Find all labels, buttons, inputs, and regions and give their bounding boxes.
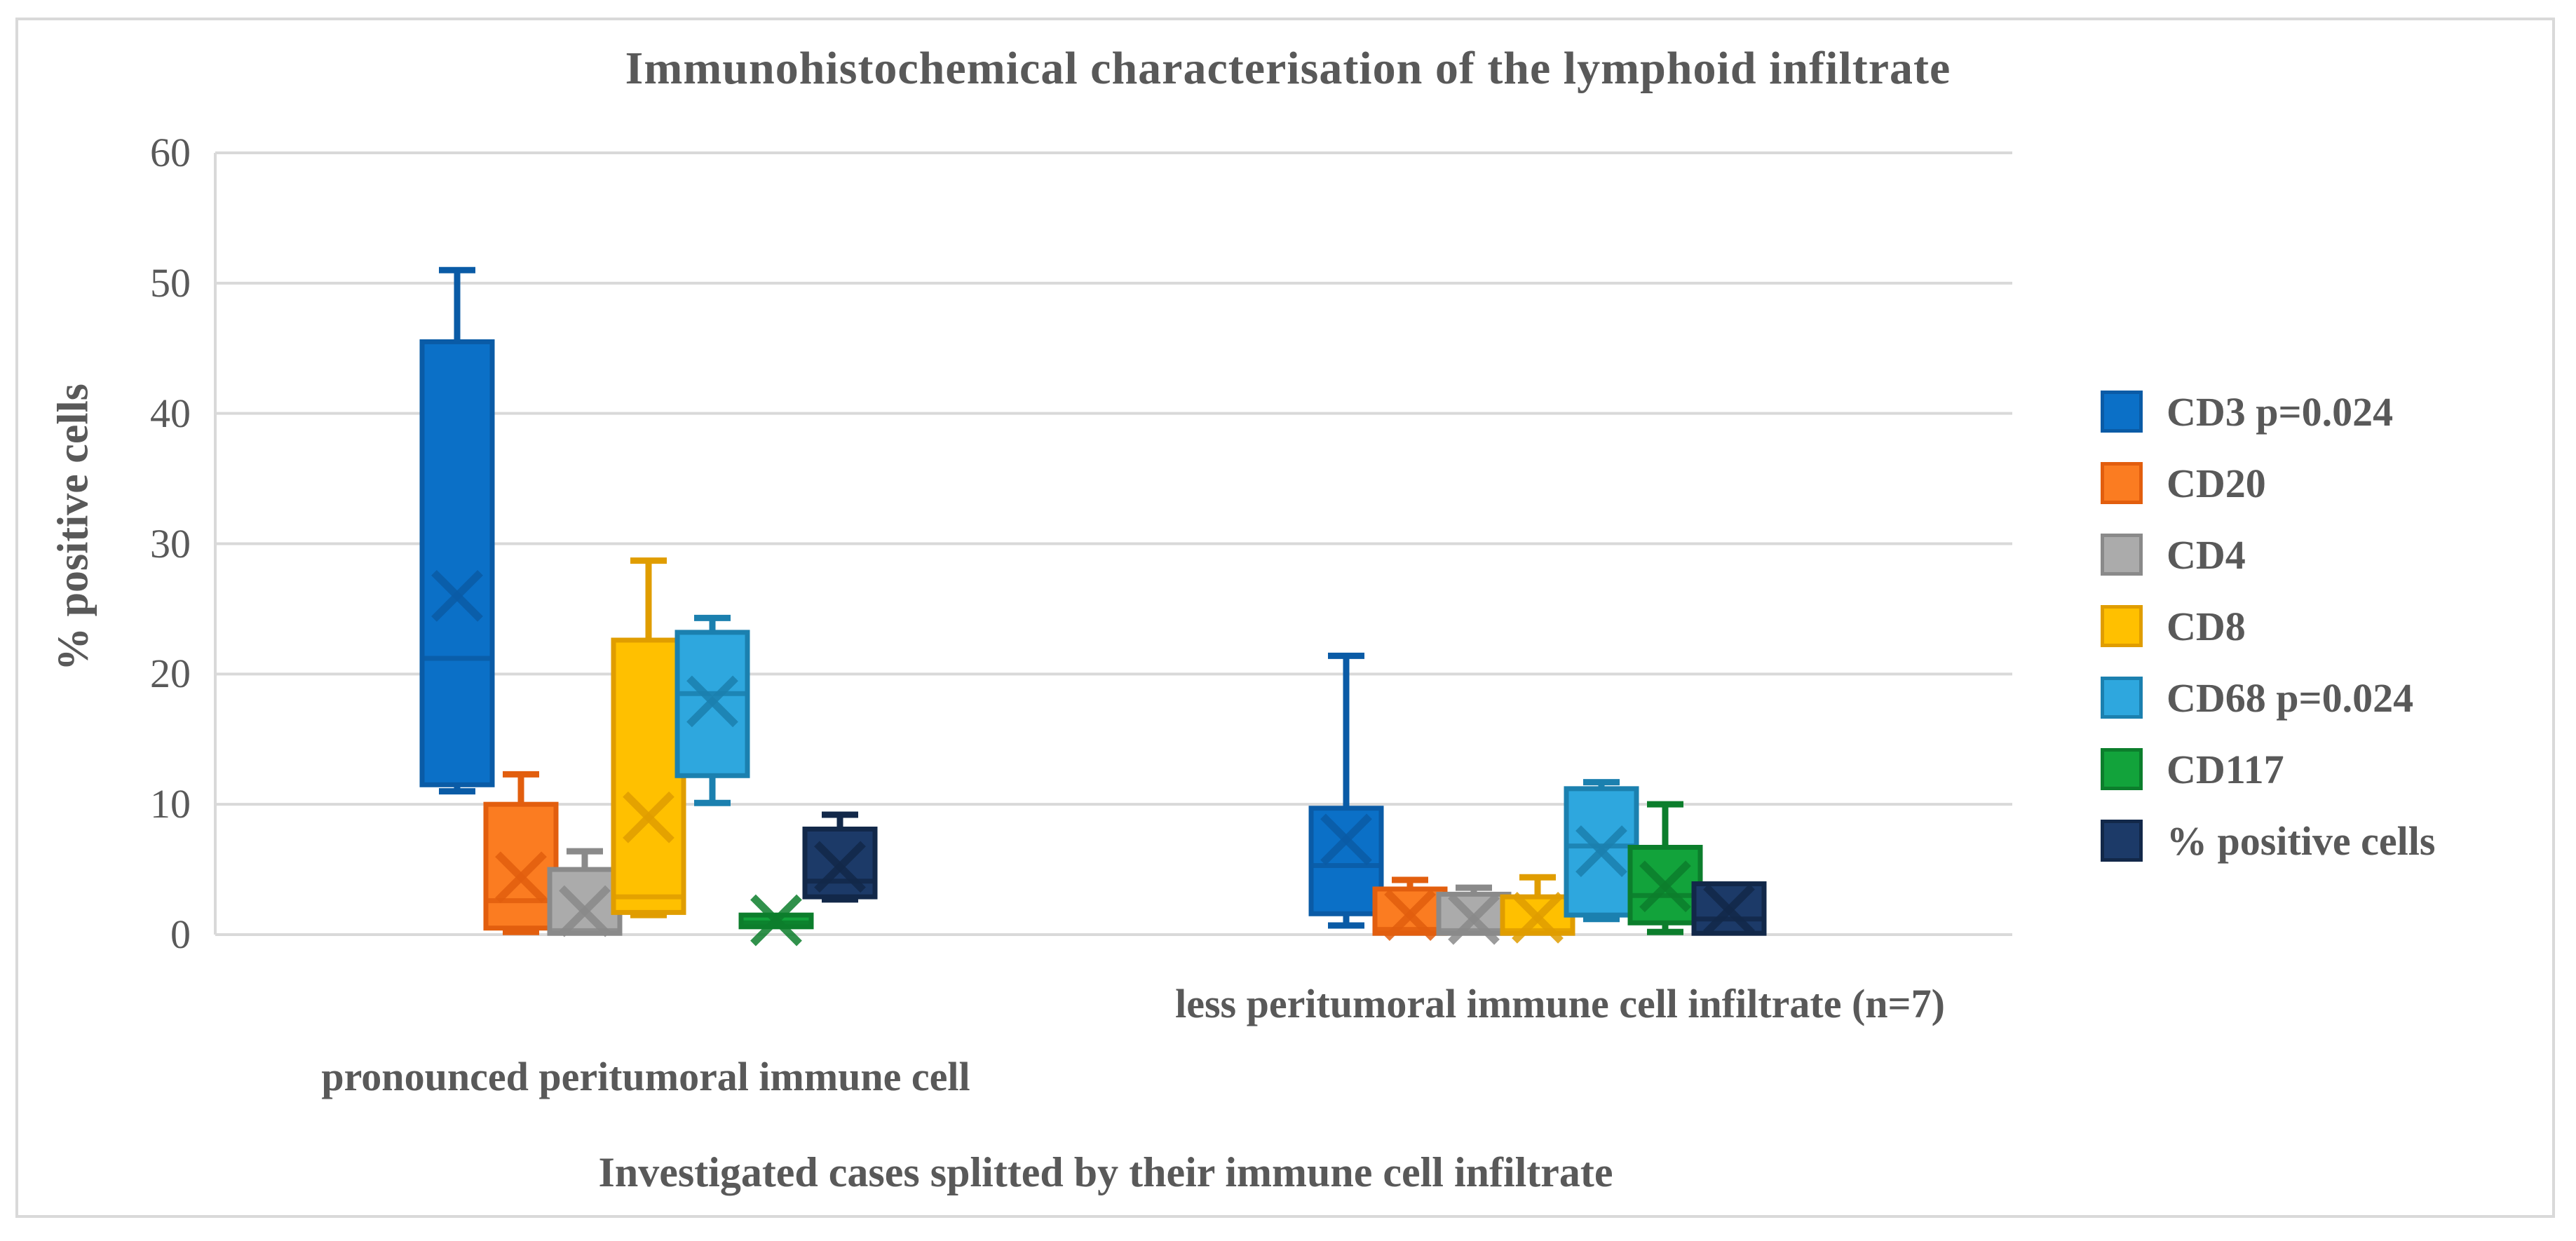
legend-label: CD68 p=0.024 [2167, 674, 2414, 721]
series-6-cat-1-mean-marker-x2 [1703, 883, 1755, 936]
legend-label: CD4 [2167, 531, 2246, 578]
legend-swatch-icon [2101, 605, 2143, 647]
series-0-cat-0-box [419, 339, 495, 787]
legend-swatch-icon [2101, 820, 2143, 862]
legend-item-2: CD4 [2101, 519, 2435, 590]
figure-border [15, 18, 2555, 1218]
legend-swatch-icon [2101, 462, 2143, 504]
legend-label: % positive cells [2167, 818, 2436, 864]
legend-item-5: CD117 [2101, 733, 2435, 805]
series-2-cat-0-mean-marker-x2 [559, 885, 611, 937]
legend-label: CD8 [2167, 603, 2246, 649]
legend: CD3 p=0.024 CD20 CD4 CD8 CD68 p=0.024 CD117 % … [2101, 376, 2435, 876]
series-1-cat-0-box [483, 801, 559, 931]
y-tick-label-40: 40 [150, 390, 191, 436]
y-tick-label-10: 10 [150, 781, 191, 827]
legend-item-0: CD3 p=0.024 [2101, 376, 2435, 447]
series-3-cat-1-mean-marker-x2 [1512, 891, 1564, 944]
x-category-label-pronounced-infiltrate: pronounced peritumoral immune cell [321, 1054, 970, 1099]
series-6-cat-0-mean-marker-x2 [814, 841, 866, 893]
x-category-label-less-infiltrate: less peritumoral immune cell infiltrate … [1175, 981, 1945, 1026]
legend-item-1: CD20 [2101, 447, 2435, 519]
series-1-cat-1-mean-marker-x2 [1384, 889, 1436, 942]
y-tick-label-0: 0 [170, 911, 191, 957]
y-tick-label-30: 30 [150, 520, 191, 567]
legend-swatch-icon [2101, 677, 2143, 719]
legend-swatch-icon [2101, 391, 2143, 433]
legend-item-3: CD8 [2101, 590, 2435, 662]
series-4-cat-1-mean-marker-x2 [1575, 825, 1627, 877]
legend-label: CD117 [2167, 746, 2284, 792]
legend-swatch-icon [2101, 748, 2143, 790]
y-tick-label-60: 60 [150, 130, 191, 175]
series-3-cat-0-box [611, 637, 686, 915]
series-0-cat-1-mean-marker-x2 [1320, 813, 1372, 866]
series-2-cat-0-box [547, 867, 623, 936]
legend-label: CD3 p=0.024 [2167, 388, 2394, 435]
series-5-cat-1-mean-marker-x2 [1639, 860, 1691, 913]
series-5-cat-0-mean-marker-x2 [750, 894, 802, 947]
x-axis-title: Investigated cases splitted by their imm… [598, 1149, 1613, 1195]
series-1-cat-0-mean-marker-x2 [495, 851, 547, 904]
legend-item-6: % positive cells [2101, 805, 2435, 876]
legend-item-4: CD68 p=0.024 [2101, 662, 2435, 733]
y-tick-label-50: 50 [150, 259, 191, 306]
legend-label: CD20 [2167, 460, 2266, 506]
legend-swatch-icon [2101, 534, 2143, 576]
series-4-cat-0-mean-marker-x2 [686, 675, 738, 728]
series-3-cat-0-mean-marker-x2 [623, 791, 674, 843]
series-0-cat-0-mean-marker-x2 [431, 569, 483, 622]
chart-title: Immunohistochemical characterisation of … [625, 43, 1951, 94]
series-2-cat-1-mean-marker-x2 [1448, 893, 1500, 945]
y-tick-label-20: 20 [150, 651, 191, 697]
